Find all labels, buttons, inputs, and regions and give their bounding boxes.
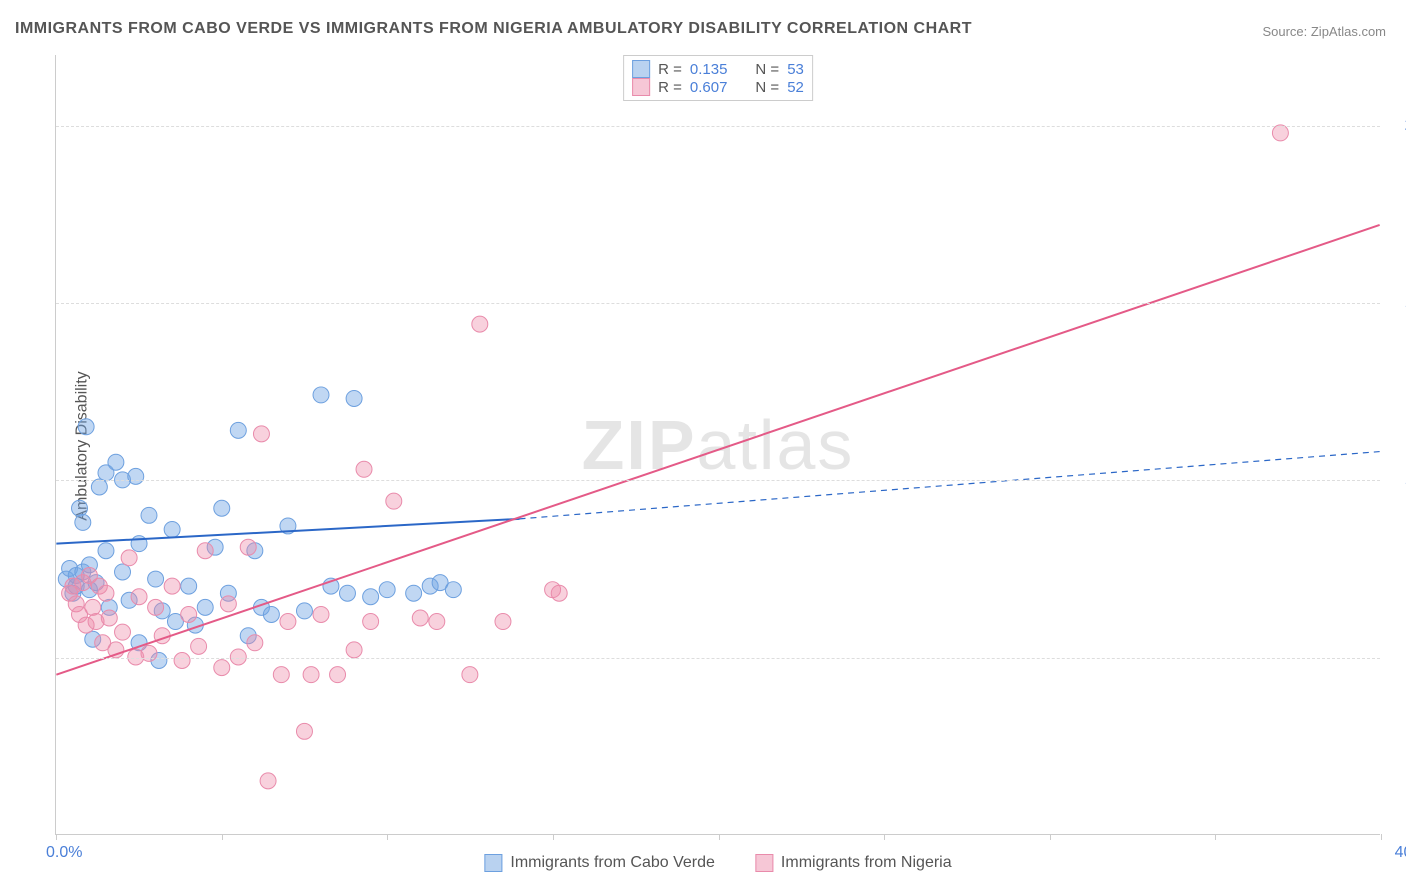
x-tick [719,834,720,840]
legend-bottom-label-0: Immigrants from Cabo Verde [510,854,715,872]
x-tick [56,834,57,840]
gridline-h [56,658,1380,659]
legend-bottom-item-1: Immigrants from Nigeria [755,854,952,872]
legend-row-series-1: R = 0.607 N = 52 [632,78,804,96]
plot-area: ZIPatlas R = 0.135 N = 53 R = 0.607 N = … [55,55,1380,835]
plot-svg [56,55,1380,834]
x-tick [222,834,223,840]
x-tick [1215,834,1216,840]
x-tick [884,834,885,840]
y-tick-label: 15.0% [1390,294,1406,312]
legend-n-value-0: 53 [787,61,804,78]
x-tick-label: 40.0% [1395,844,1406,862]
legend-bottom-item-0: Immigrants from Cabo Verde [484,854,715,872]
gridline-h [56,303,1380,304]
legend-n-value-1: 52 [787,79,804,96]
x-tick [387,834,388,840]
y-tick-label: 10.0% [1390,471,1406,489]
legend-r-label: R = [658,61,682,78]
legend-row-series-0: R = 0.135 N = 53 [632,60,804,78]
legend-swatch-series-0 [632,60,650,78]
legend-bottom: Immigrants from Cabo Verde Immigrants fr… [484,854,951,872]
legend-bottom-swatch-0 [484,854,502,872]
gridline-h [56,126,1380,127]
x-tick [1050,834,1051,840]
legend-r-value-0: 0.135 [690,61,728,78]
chart-title: IMMIGRANTS FROM CABO VERDE VS IMMIGRANTS… [15,20,972,38]
legend-r-label: R = [658,79,682,96]
legend-bottom-swatch-1 [755,854,773,872]
legend-n-label: N = [755,79,779,96]
y-tick-label: 20.0% [1390,117,1406,135]
chart-source: Source: ZipAtlas.com [1262,24,1386,39]
chart-container: IMMIGRANTS FROM CABO VERDE VS IMMIGRANTS… [0,0,1406,892]
legend-n-label: N = [755,61,779,78]
legend-top: R = 0.135 N = 53 R = 0.607 N = 52 [623,55,813,101]
x-tick-label: 0.0% [46,844,82,862]
x-tick [1381,834,1382,840]
legend-bottom-label-1: Immigrants from Nigeria [781,854,952,872]
legend-r-value-1: 0.607 [690,79,728,96]
gridline-h [56,480,1380,481]
x-tick [553,834,554,840]
legend-swatch-series-1 [632,78,650,96]
y-tick-label: 5.0% [1390,649,1406,667]
